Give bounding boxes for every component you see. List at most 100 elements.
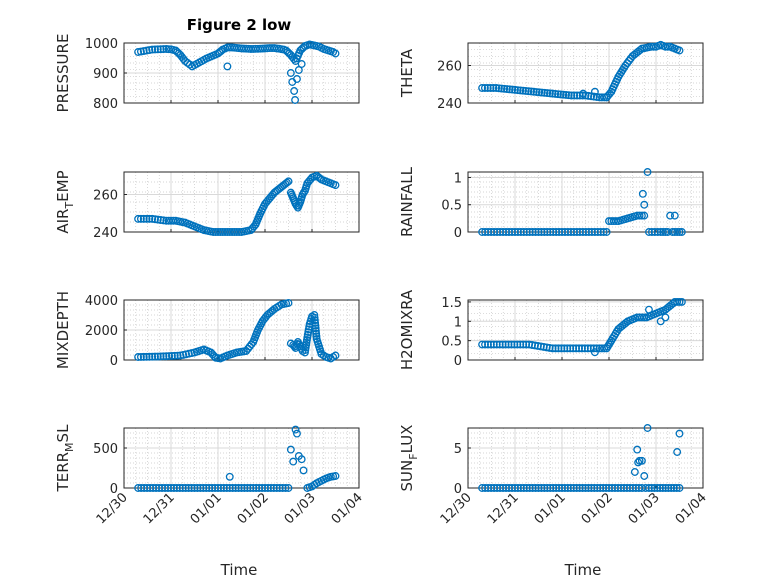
data-point	[310, 316, 319, 325]
y-tick-label: 2000	[85, 324, 118, 339]
data-point	[284, 177, 293, 186]
data-point	[299, 43, 308, 52]
data-point	[483, 84, 492, 92]
data-point	[299, 466, 308, 475]
data-point	[650, 228, 659, 236]
data-point	[222, 484, 231, 492]
data-point	[511, 85, 519, 94]
data-point	[602, 228, 611, 236]
data-point	[636, 46, 644, 55]
data-point	[492, 340, 501, 349]
x-tick-label: 01/02	[235, 490, 272, 527]
data-point	[649, 42, 658, 51]
data-point	[311, 327, 320, 335]
x-tick-label: 01/01	[188, 490, 225, 527]
data-point	[310, 311, 319, 319]
data-point	[546, 228, 555, 236]
data-point	[540, 228, 549, 236]
data-point	[666, 211, 675, 220]
data-point	[543, 89, 552, 98]
y-tick-label: 1.5	[441, 296, 462, 311]
data-point	[596, 484, 605, 492]
subplot-pressure: 800 900 1000 PRESSURE	[54, 34, 360, 113]
data-point	[217, 46, 226, 55]
data-point	[669, 484, 678, 492]
data-point	[297, 455, 306, 464]
data-point	[661, 484, 670, 492]
data-point	[139, 214, 148, 223]
data-point	[578, 484, 587, 492]
data-point	[481, 340, 489, 349]
data-point	[151, 215, 159, 224]
data-point	[560, 344, 569, 353]
data-point	[511, 228, 519, 236]
axes-frame	[123, 171, 360, 233]
y-axis-label: AIRTEMP	[54, 170, 76, 233]
data-point	[556, 90, 565, 99]
data-point	[225, 472, 234, 481]
data-point	[169, 484, 178, 492]
data-point	[312, 329, 321, 338]
data-point	[225, 484, 234, 492]
data-point	[497, 84, 506, 93]
data-point	[261, 484, 269, 492]
data-point	[673, 228, 682, 236]
data-point	[167, 352, 176, 360]
data-point	[545, 343, 554, 352]
data-point	[572, 344, 581, 353]
data-point	[587, 228, 596, 236]
y-tick-label: 0	[454, 354, 462, 369]
data-point	[602, 484, 611, 492]
data-point	[658, 484, 667, 492]
data-point	[641, 484, 650, 492]
y-axis-label: PRESSURE	[54, 34, 72, 113]
data-point	[572, 484, 581, 492]
y-tick-label: 240	[93, 226, 118, 241]
data-point	[165, 352, 174, 361]
data-point	[670, 211, 679, 220]
data-point	[156, 352, 165, 361]
data-point	[551, 344, 560, 353]
data-point	[231, 484, 240, 492]
data-point	[673, 297, 682, 306]
data-point	[537, 228, 546, 236]
data-point	[291, 425, 300, 434]
data-point	[498, 340, 507, 349]
data-point	[635, 211, 644, 220]
data-point	[590, 484, 599, 492]
data-point	[593, 228, 602, 236]
data-point	[546, 484, 555, 492]
data-point	[142, 46, 151, 55]
data-point	[502, 85, 511, 94]
y-tick-label: 0	[454, 226, 462, 241]
data-point	[640, 211, 649, 220]
data-point	[599, 228, 608, 236]
data-point	[529, 87, 538, 96]
data-point	[522, 484, 531, 492]
figure-title: Figure 2 low	[187, 16, 292, 34]
data-point	[484, 340, 492, 349]
y-axis-label: THETA	[398, 48, 416, 98]
data-point	[136, 47, 145, 56]
x-axis-label-left: Time	[220, 561, 258, 579]
y-axis-label: SUNFLUX	[398, 425, 420, 492]
data-point	[555, 484, 564, 492]
data-point	[519, 340, 528, 349]
data-point	[586, 344, 595, 353]
data-point	[159, 352, 168, 361]
data-point	[640, 472, 649, 480]
axes-frame	[467, 42, 704, 104]
axes-frame	[467, 299, 704, 361]
data-point	[258, 484, 267, 492]
data-point	[656, 484, 665, 492]
data-point	[554, 344, 563, 353]
data-point	[645, 228, 653, 236]
data-point	[310, 313, 319, 322]
data-point	[250, 222, 258, 231]
y-tick-label: 260	[93, 189, 118, 204]
data-point	[145, 214, 154, 223]
y-tick-label: 0	[454, 482, 462, 497]
data-point	[190, 484, 199, 492]
data-point	[543, 228, 552, 236]
